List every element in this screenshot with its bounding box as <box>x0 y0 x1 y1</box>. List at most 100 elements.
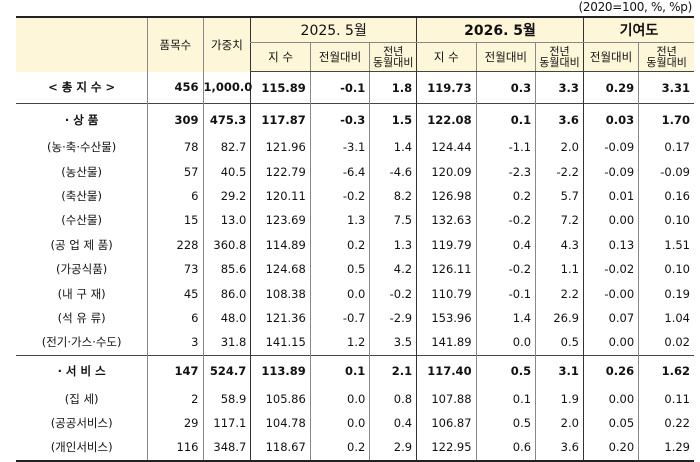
row-label: (공 업 제 품) <box>50 237 113 252</box>
weight: 48.0 <box>202 305 251 331</box>
index-2026: 110.79 <box>416 281 477 306</box>
yoy-2025: -4.6 <box>369 159 417 184</box>
item-count: 78 <box>147 135 203 160</box>
mom-2025: -0.1 <box>309 71 370 104</box>
group-2026-header: 2026. 5월 <box>416 16 584 43</box>
row-label: (농산물) <box>61 164 102 179</box>
index-2026: 119.79 <box>416 232 477 257</box>
mom-2026: -2.3 <box>475 159 536 184</box>
mom-2025: 0.0 <box>309 410 370 436</box>
contribution-mom: 0.20 <box>582 435 639 462</box>
contribution-mom: 0.00 <box>582 386 639 411</box>
index-2026-header: 지 수 <box>416 42 477 72</box>
yoy-2025: 1.3 <box>369 232 417 257</box>
row-label: < 총 지 수 > <box>48 80 116 95</box>
yoy-2026-header: 전년 동월대비 <box>535 42 584 72</box>
yoy-2026: -2.2 <box>535 159 584 184</box>
contribution-yoy: 1.70 <box>638 103 694 135</box>
contribution-yoy: 1.62 <box>638 354 694 387</box>
mom-2026: 0.4 <box>475 232 536 257</box>
index-2025: 104.78 <box>250 410 311 436</box>
yoy-2026: 1.9 <box>535 386 584 411</box>
index-2025: 121.96 <box>250 135 311 160</box>
table-row: (수산물) 15 13.0 123.69 1.3 7.5 132.63 -0.2 7.2 0.00… <box>16 208 694 233</box>
row-label: (석 유 류) <box>57 310 106 325</box>
index-2025: 141.15 <box>250 330 311 356</box>
row-label: (가공식품) <box>55 262 108 277</box>
index-2025: 121.36 <box>250 305 311 331</box>
item-count: 2 <box>147 386 203 411</box>
row-label: · 서 비 스 <box>16 354 148 387</box>
mom-2025: 0.0 <box>309 386 370 411</box>
mom-2026: 1.4 <box>475 305 536 331</box>
contribution-mom: 0.05 <box>582 410 639 436</box>
index-2025: 124.68 <box>250 256 311 282</box>
mom-2026: 0.5 <box>475 354 536 387</box>
yoy-2026: 3.6 <box>535 435 584 462</box>
contribution-mom: -0.09 <box>582 135 639 160</box>
row-label: (전기·가스·수도) <box>41 335 122 350</box>
table-row: · 상 품 309 475.3 117.87 -0.3 1.5 122.08 0.1 3.6 0.… <box>16 103 694 135</box>
index-2026: 122.95 <box>416 435 477 462</box>
row-label: (내 구 재) <box>57 286 106 301</box>
contribution-mom: 0.29 <box>582 71 639 104</box>
index-2026: 106.87 <box>416 410 477 436</box>
mom-2025: 0.1 <box>309 354 370 387</box>
yoy-2026: 26.9 <box>535 305 584 331</box>
yoy-2026: 0.5 <box>535 330 584 356</box>
item-count: 6 <box>147 183 203 209</box>
mom-2025: 1.3 <box>309 208 370 233</box>
table-body: < 총 지 수 >456 1,000.0 115.89 -0.1 1.8 119.73 0.… <box>16 71 694 462</box>
index-2026: 141.89 <box>416 330 477 356</box>
index-2025: 117.87 <box>250 103 311 135</box>
yoy-2026: 2.0 <box>535 135 584 160</box>
weight: 360.8 <box>202 232 251 257</box>
item-count: 3 <box>147 330 203 356</box>
group-2025-header: 2025. 5월 <box>250 16 417 43</box>
contribution-yoy: 0.10 <box>638 256 694 282</box>
index-2025: 114.89 <box>250 232 311 257</box>
yoy-2026: 2.2 <box>535 281 584 306</box>
mom-2025: 0.2 <box>309 232 370 257</box>
index-2026: 117.40 <box>416 354 477 387</box>
contribution-mom: 0.01 <box>582 183 639 209</box>
index-2026: 124.44 <box>416 135 477 160</box>
table-row: (가공식품) 73 85.6 124.68 0.5 4.2 126.11 -0.2 1.1 -0.… <box>16 256 694 282</box>
mom-2026: 0.3 <box>475 71 536 104</box>
weight: 82.7 <box>202 135 251 160</box>
yoy-2025: 7.5 <box>369 208 417 233</box>
mom-2025: -6.4 <box>309 159 370 184</box>
contribution-mom: 0.26 <box>582 354 639 387</box>
contribution-mom: 0.00 <box>582 330 639 356</box>
yoy-contribution-header: 전년 동월대비 <box>638 42 694 72</box>
yoy-2025: 4.2 <box>369 256 417 282</box>
label-header <box>16 16 148 72</box>
weight: 31.8 <box>202 330 251 356</box>
yoy-2025: 0.8 <box>369 386 417 411</box>
index-2026: 120.09 <box>416 159 477 184</box>
yoy-2025: 2.1 <box>369 354 417 387</box>
mom-2026: 0.2 <box>475 183 536 209</box>
mom-2026-header: 전월대비 <box>475 42 536 72</box>
mom-2025: -0.7 <box>309 305 370 331</box>
index-2025: 108.38 <box>250 281 311 306</box>
row-label: (공공서비스) <box>50 416 113 431</box>
index-2026: 107.88 <box>416 386 477 411</box>
group-contribution-header: 기여도 <box>582 16 694 43</box>
index-2025: 113.89 <box>250 354 311 387</box>
yoy-2025: 1.8 <box>369 71 417 104</box>
yoy-2026: 3.6 <box>535 103 584 135</box>
yoy-2025: 0.4 <box>369 410 417 436</box>
yoy-2025: -2.9 <box>369 305 417 331</box>
yoy-2026: 3.1 <box>535 354 584 387</box>
contribution-yoy: 0.17 <box>638 135 694 160</box>
table-row: · 서 비 스 147 524.7 113.89 0.1 2.1 117.40 0.5 3.1 0… <box>16 354 694 387</box>
weight-header: 가중치 <box>202 16 251 72</box>
row-label: · 상 품 <box>16 103 148 135</box>
weight: 40.5 <box>202 159 251 184</box>
contribution-mom: 0.13 <box>582 232 639 257</box>
yoy-2025: 1.4 <box>369 135 417 160</box>
item-count: 147 <box>147 354 203 387</box>
index-2025-header: 지 수 <box>250 42 311 72</box>
mom-2026: -0.2 <box>475 208 536 233</box>
